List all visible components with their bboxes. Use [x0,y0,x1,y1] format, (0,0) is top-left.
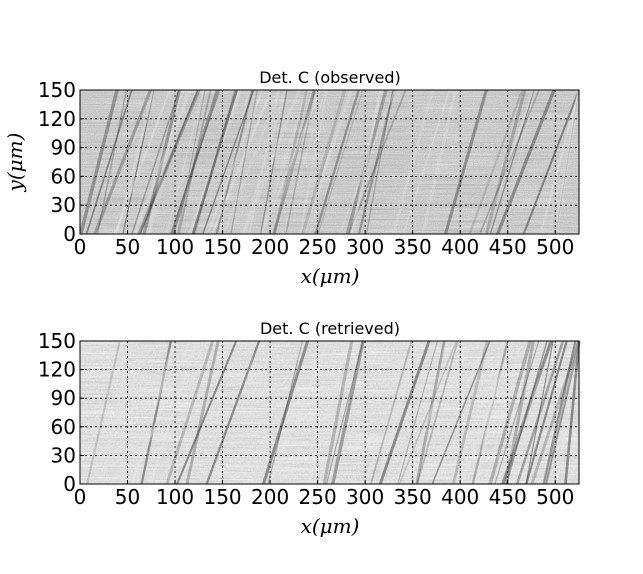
y-tick-label: 60 [51,415,76,439]
x-tick-label: 300 [346,235,384,259]
x-tick-label: 150 [203,485,241,509]
y-tick-labels: 0 30 60 90 120 150 [38,78,84,246]
y-tick-labels: 0 30 60 90 120 150 [38,329,84,496]
y-tick-label: 120 [38,358,76,382]
y-tick-label: 90 [51,136,76,160]
x-tick-labels: 0 50 100 150 200 250 300 350 400 450 500 [74,480,574,509]
x-tick-label: 200 [251,235,289,259]
x-tick-label: 250 [299,485,337,509]
x-tick-label: 400 [441,235,479,259]
x-tick-label: 250 [299,235,337,259]
x-tick-label: 450 [489,235,527,259]
plot-frame [79,89,580,235]
chart-title: Det. C (retrieved) [260,319,400,338]
heatmap-image [80,340,581,485]
panel-observed: Det. C (observed) 0 50 100 150 200 250 300 350 4… [3,68,581,288]
x-tick-label: 200 [251,485,289,509]
streak-overlay [86,340,581,485]
x-tick-label: 400 [441,485,479,509]
x-tick-label: 100 [156,235,194,259]
streak-overlay [79,89,581,235]
x-tick-label: 50 [115,485,140,509]
panel-retrieved: Det. C (retrieved) 0 50 100 150 200 250 300 350… [38,319,581,538]
y-tick-label: 90 [51,386,76,410]
x-tick-label: 350 [394,485,432,509]
y-tick-label: 150 [38,329,76,353]
x-axis-label: x(μm) [301,264,360,288]
x-tick-label: 450 [489,485,527,509]
grid-lines [80,341,579,484]
x-tick-label: 0 [74,485,87,509]
x-tick-label: 500 [536,485,574,509]
x-tick-label: 350 [394,235,432,259]
y-tick-label: 30 [51,443,76,467]
y-tick-label: 150 [38,78,76,102]
y-tick-label: 120 [38,107,76,131]
y-tick-label: 30 [51,193,76,217]
x-tick-label: 500 [536,235,574,259]
x-tick-labels: 0 50 100 150 200 250 300 350 400 450 500 [74,230,574,259]
x-tick-label: 150 [203,235,241,259]
x-axis-label: x(μm) [301,514,360,538]
y-tick-label: 0 [63,222,76,246]
x-tick-label: 300 [346,485,384,509]
plot-frame [79,340,580,485]
y-tick-label: 0 [63,472,76,496]
grid-lines [80,90,579,234]
x-tick-label: 0 [74,235,87,259]
x-tick-label: 100 [156,485,194,509]
y-axis-label: y(μm) [3,133,27,193]
y-tick-label: 60 [51,164,76,188]
chart-title: Det. C (observed) [259,68,401,87]
heatmap-image [79,89,581,235]
x-tick-label: 50 [115,235,140,259]
